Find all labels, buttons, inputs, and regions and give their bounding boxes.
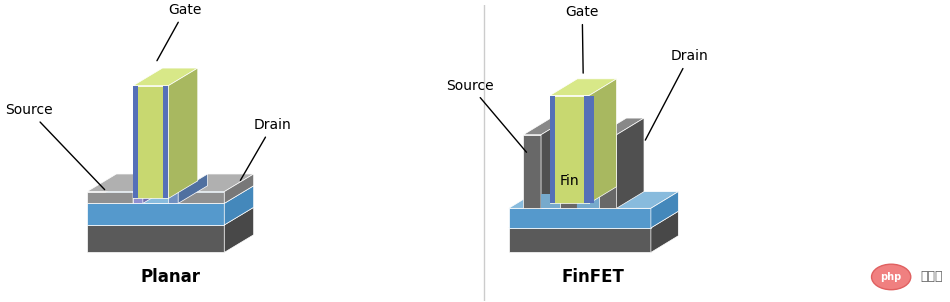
Polygon shape	[523, 118, 568, 135]
Polygon shape	[550, 95, 555, 204]
Polygon shape	[651, 211, 678, 252]
Polygon shape	[133, 68, 198, 86]
Text: Source: Source	[446, 79, 526, 152]
Polygon shape	[508, 211, 678, 228]
Polygon shape	[179, 192, 224, 204]
Polygon shape	[87, 204, 224, 225]
Polygon shape	[133, 86, 138, 198]
Polygon shape	[179, 174, 254, 192]
Polygon shape	[550, 79, 617, 95]
Text: Drain: Drain	[240, 118, 292, 180]
Polygon shape	[578, 194, 598, 208]
Text: 中文网: 中文网	[921, 271, 943, 284]
Polygon shape	[224, 207, 254, 252]
Polygon shape	[133, 174, 162, 204]
Polygon shape	[168, 192, 179, 204]
Polygon shape	[560, 118, 605, 135]
Polygon shape	[168, 68, 198, 198]
Polygon shape	[542, 194, 560, 208]
Polygon shape	[598, 135, 617, 208]
Polygon shape	[584, 95, 589, 204]
Text: Drain: Drain	[645, 49, 709, 140]
Polygon shape	[87, 192, 133, 204]
Polygon shape	[589, 79, 617, 204]
Polygon shape	[87, 174, 162, 192]
Polygon shape	[163, 86, 168, 198]
Polygon shape	[589, 95, 594, 204]
Polygon shape	[87, 186, 254, 204]
Polygon shape	[224, 186, 254, 225]
Polygon shape	[133, 86, 168, 198]
Polygon shape	[542, 118, 568, 208]
Polygon shape	[224, 174, 254, 204]
Polygon shape	[508, 228, 651, 252]
Text: Gate: Gate	[157, 3, 201, 61]
Polygon shape	[560, 135, 578, 208]
Text: Planar: Planar	[141, 268, 200, 286]
Polygon shape	[651, 192, 678, 228]
Polygon shape	[133, 192, 142, 204]
Polygon shape	[578, 118, 605, 208]
Text: Fin: Fin	[560, 174, 580, 188]
Polygon shape	[523, 135, 542, 208]
Polygon shape	[508, 192, 678, 208]
Polygon shape	[87, 207, 254, 225]
Text: FinFET: FinFET	[561, 268, 624, 286]
Polygon shape	[508, 208, 651, 228]
Polygon shape	[550, 95, 589, 204]
Polygon shape	[87, 225, 224, 252]
Polygon shape	[142, 174, 172, 204]
Text: Gate: Gate	[565, 5, 598, 73]
Polygon shape	[617, 118, 644, 208]
Ellipse shape	[871, 264, 911, 290]
Text: Source: Source	[5, 103, 104, 190]
Polygon shape	[598, 118, 644, 135]
Text: php: php	[881, 272, 902, 282]
Polygon shape	[179, 174, 208, 204]
